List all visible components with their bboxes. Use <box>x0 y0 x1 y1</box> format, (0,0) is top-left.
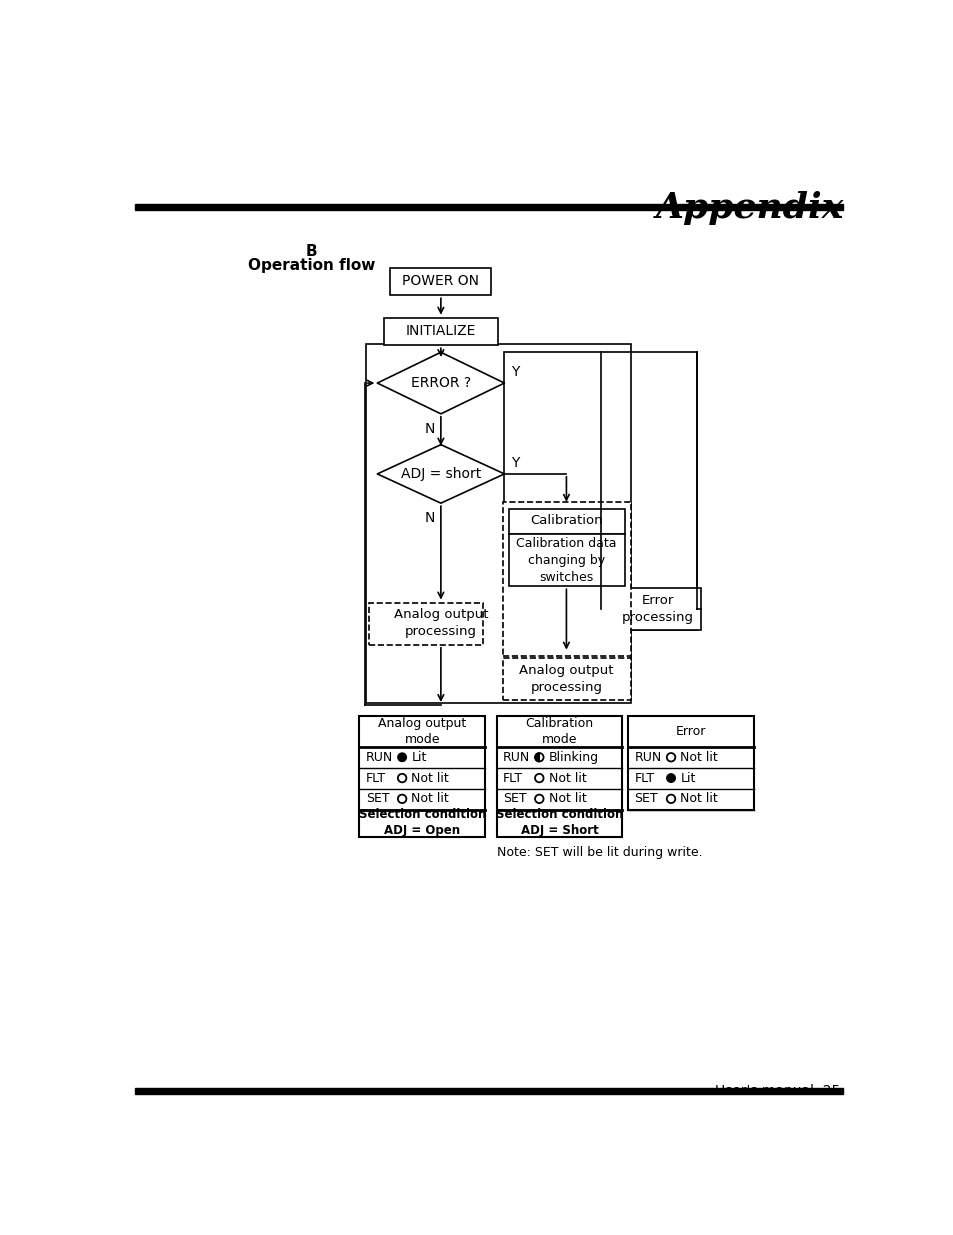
Text: Calibration data
changing by
switches: Calibration data changing by switches <box>516 537 616 584</box>
Text: Analog output
processing: Analog output processing <box>518 663 613 694</box>
Text: Not lit: Not lit <box>548 772 586 784</box>
Text: RUN: RUN <box>502 751 530 763</box>
Text: RUN: RUN <box>634 751 661 763</box>
Wedge shape <box>535 753 538 762</box>
Text: User's manual  25: User's manual 25 <box>714 1084 840 1098</box>
Text: Selection condition
ADJ = Open: Selection condition ADJ = Open <box>358 808 485 837</box>
Text: Selection condition
ADJ = Short: Selection condition ADJ = Short <box>496 808 622 837</box>
Bar <box>614 588 700 630</box>
Bar <box>502 503 630 656</box>
Text: FLT: FLT <box>365 772 385 784</box>
Bar <box>134 1088 842 1094</box>
Bar <box>502 658 630 700</box>
Text: Calibration: Calibration <box>530 515 602 527</box>
Text: N: N <box>424 511 435 525</box>
Bar <box>509 534 624 587</box>
Circle shape <box>666 774 675 782</box>
Circle shape <box>397 753 406 762</box>
Text: FLT: FLT <box>502 772 522 784</box>
Text: ERROR ?: ERROR ? <box>411 375 471 390</box>
Text: RUN: RUN <box>365 751 393 763</box>
Text: Y: Y <box>510 456 518 471</box>
Text: Y: Y <box>510 366 518 379</box>
Text: Not lit: Not lit <box>548 793 586 805</box>
Text: Not lit: Not lit <box>679 751 718 763</box>
Bar <box>366 343 630 703</box>
Text: Analog output
processing: Analog output processing <box>394 609 488 638</box>
Text: Analog output
mode: Analog output mode <box>377 718 466 746</box>
Text: POWER ON: POWER ON <box>402 274 478 289</box>
Text: Lit: Lit <box>411 751 426 763</box>
Bar <box>383 317 497 346</box>
Text: Lit: Lit <box>679 772 695 784</box>
Text: SET: SET <box>502 793 526 805</box>
Text: ADJ = short: ADJ = short <box>400 467 480 480</box>
Text: Error: Error <box>676 725 705 739</box>
Text: FLT: FLT <box>634 772 654 784</box>
Text: Not lit: Not lit <box>411 793 449 805</box>
Text: INITIALIZE: INITIALIZE <box>405 325 476 338</box>
Bar <box>509 509 624 534</box>
Bar <box>134 205 842 210</box>
Text: Appendix: Appendix <box>655 190 843 225</box>
Bar <box>504 352 696 630</box>
Bar <box>497 716 621 836</box>
Bar <box>359 716 484 836</box>
Text: SET: SET <box>365 793 389 805</box>
Text: Operation flow: Operation flow <box>248 258 375 273</box>
Text: Not lit: Not lit <box>411 772 449 784</box>
Bar <box>628 716 753 810</box>
Text: Blinking: Blinking <box>548 751 598 763</box>
Text: N: N <box>424 421 435 436</box>
Bar <box>390 268 491 295</box>
Text: Error
processing: Error processing <box>621 594 693 624</box>
Text: Calibration
mode: Calibration mode <box>525 718 593 746</box>
Bar <box>369 603 483 645</box>
Text: SET: SET <box>634 793 658 805</box>
Text: Not lit: Not lit <box>679 793 718 805</box>
Text: B: B <box>305 245 317 259</box>
Text: Note: SET will be lit during write.: Note: SET will be lit during write. <box>497 846 701 858</box>
